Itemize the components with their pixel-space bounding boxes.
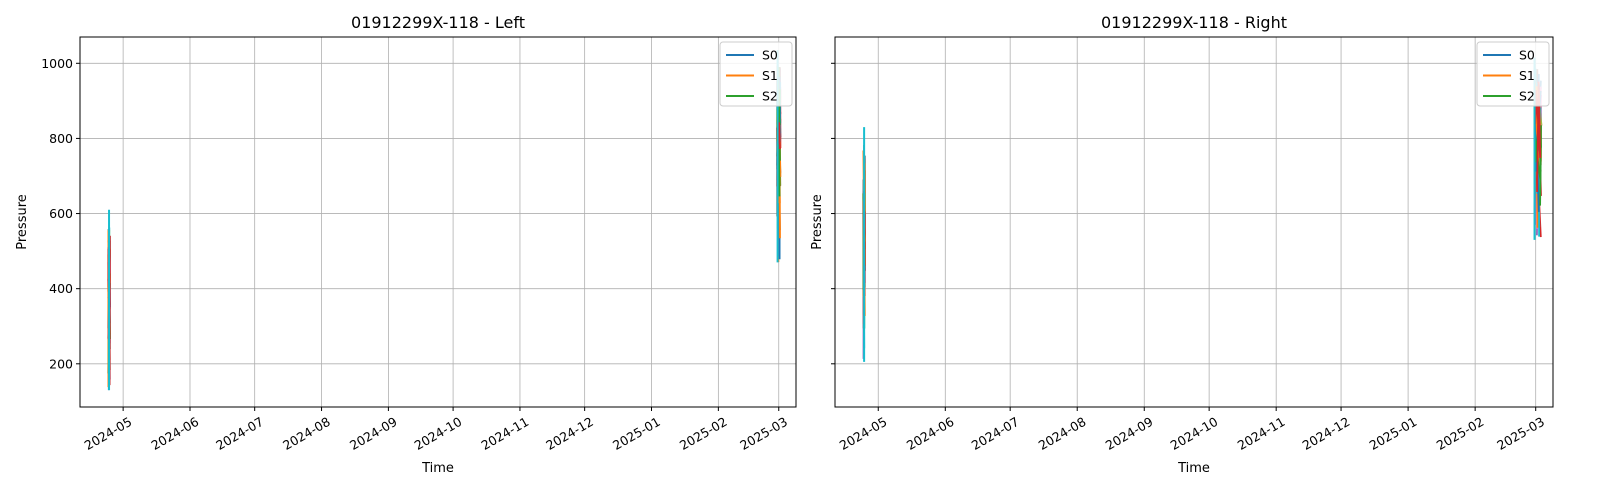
plot-frame bbox=[79, 36, 797, 408]
x-tick-label: 2024-08 bbox=[1036, 414, 1089, 453]
legend-box bbox=[1476, 41, 1550, 107]
y-tick-label: 800 bbox=[49, 131, 73, 146]
legend-box bbox=[719, 41, 793, 107]
series-group bbox=[107, 50, 782, 391]
x-tick-label: 2024-07 bbox=[213, 414, 266, 453]
y-tick-label: 200 bbox=[49, 356, 73, 371]
series-group bbox=[862, 57, 1543, 362]
x-tick-label: 2024-11 bbox=[479, 414, 532, 453]
chart-title: 01912299X-118 - Right bbox=[1101, 13, 1287, 32]
chart-title: 01912299X-118 - Left bbox=[351, 13, 525, 32]
plot-frame bbox=[834, 36, 1554, 408]
x-tick-label: 2024-12 bbox=[1300, 414, 1353, 453]
subplot-right: 2024-05 2024-06 2024-07 2024-08 2024-09 2024-… bbox=[810, 13, 1554, 476]
legend-label: S1 bbox=[1519, 68, 1535, 83]
x-axis-label: Time bbox=[421, 461, 454, 476]
legend-label: S2 bbox=[1519, 89, 1535, 104]
y-tick-label: 600 bbox=[49, 206, 73, 221]
x-tick-label: 2025-02 bbox=[1434, 414, 1487, 453]
y-axis-label: Pressure bbox=[810, 194, 825, 250]
legend: S0 S1 S2 bbox=[1476, 41, 1550, 107]
x-tick-label: 2024-10 bbox=[412, 414, 465, 453]
x-tick-label: 2025-02 bbox=[677, 414, 730, 453]
x-axis-label: Time bbox=[1177, 461, 1210, 476]
x-tick-label: 2024-11 bbox=[1235, 414, 1288, 453]
x-tick-label: 2025-03 bbox=[737, 414, 790, 453]
y-tick-label: 400 bbox=[49, 281, 73, 296]
x-tick-label: 2024-05 bbox=[837, 414, 890, 453]
x-tick-label: 2024-05 bbox=[82, 414, 135, 453]
legend: S0 S1 S2 bbox=[719, 41, 793, 107]
x-tick-label: 2025-03 bbox=[1494, 414, 1547, 453]
subplot-left: 2024-05 2024-06 2024-07 2024-08 2024-09 2024-… bbox=[15, 13, 797, 476]
y-axis-label: Pressure bbox=[15, 194, 30, 250]
legend-label: S0 bbox=[762, 48, 778, 63]
legend-label: S1 bbox=[762, 68, 778, 83]
x-tick-label: 2025-01 bbox=[610, 414, 663, 453]
legend-label: S0 bbox=[1519, 48, 1535, 63]
legend-label: S2 bbox=[762, 89, 778, 104]
x-tick-label: 2024-07 bbox=[969, 414, 1022, 453]
y-tick-label: 1000 bbox=[41, 56, 73, 71]
x-tick-label: 2024-12 bbox=[543, 414, 596, 453]
x-tick-label: 2024-09 bbox=[347, 414, 400, 453]
x-tick-label: 2025-01 bbox=[1367, 414, 1420, 453]
x-tick-label: 2024-06 bbox=[149, 414, 202, 453]
x-tick-label: 2024-08 bbox=[280, 414, 333, 453]
x-tick-label: 2024-06 bbox=[904, 414, 957, 453]
x-tick-label: 2024-10 bbox=[1168, 414, 1221, 453]
x-tick-label: 2024-09 bbox=[1103, 414, 1156, 453]
